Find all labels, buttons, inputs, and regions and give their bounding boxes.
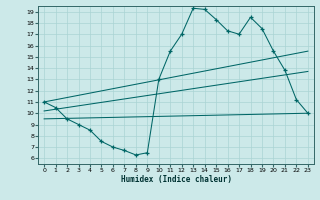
X-axis label: Humidex (Indice chaleur): Humidex (Indice chaleur) [121, 175, 231, 184]
